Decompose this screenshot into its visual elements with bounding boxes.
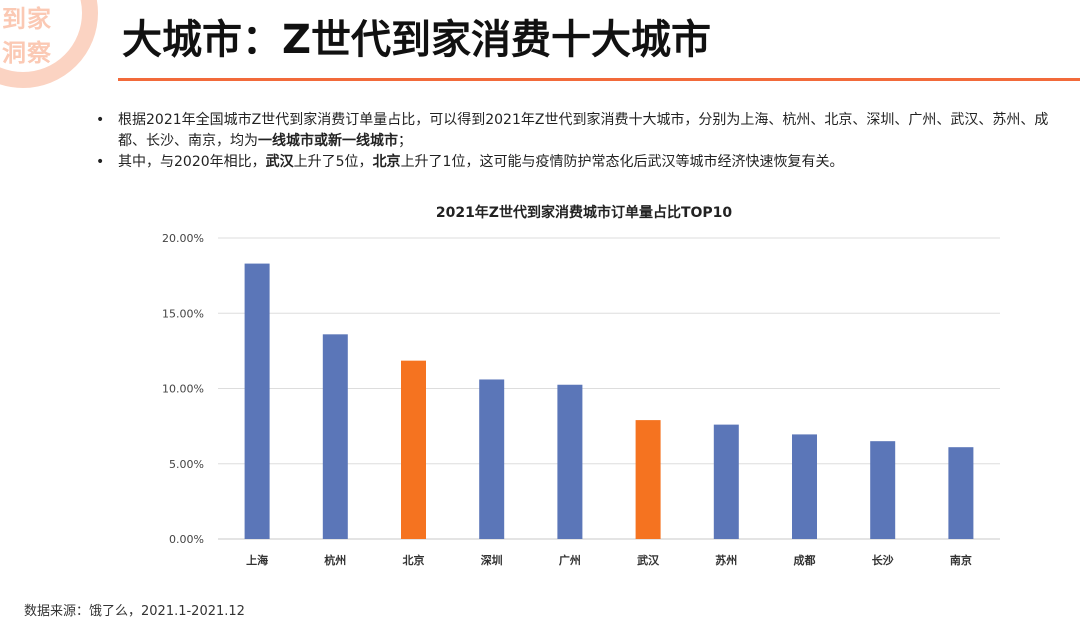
y-tick-label: 10.00%	[162, 383, 204, 396]
logo-line-2: 洞察	[2, 39, 52, 67]
bullet-item-2: • 其中，与2020年相比，武汉上升了5位，北京上升了1位，这可能与疫情防护常态…	[92, 152, 1076, 173]
bar-5	[557, 384, 583, 539]
bullet-2-part-1: 其中，与2020年相比，	[118, 154, 266, 170]
bar-8	[792, 434, 817, 539]
x-tick-label: 杭州	[324, 553, 346, 567]
bar-9	[870, 441, 896, 539]
bar-2	[322, 334, 348, 539]
bar-layer	[244, 263, 974, 539]
bullet-1-text: 根据2021年全国城市Z世代到家消费订单量占比，可以得到2021年Z世代到家消费…	[118, 112, 1049, 149]
x-tick-label: 苏州	[715, 553, 737, 567]
y-tick-label: 20.00%	[162, 232, 204, 245]
data-source: 数据来源：饿了么，2021.1-2021.12	[24, 604, 245, 619]
bullet-1-highlight: 一线城市或新一线城市	[258, 133, 398, 149]
x-axis-labels: 上海 杭州 北京 深圳 广州 武汉 苏州 成都 长沙 南京	[246, 553, 972, 567]
bullet-list: • 根据2021年全国城市Z世代到家消费订单量占比，可以得到2021年Z世代到家…	[92, 110, 1076, 173]
bullet-2-part-3: 上升了1位，这可能与疫情防护常态化后武汉等城市经济快速恢复有关。	[400, 154, 844, 170]
page-title: 大城市：Z世代到家消费十大城市	[122, 17, 712, 63]
x-tick-label: 成都	[794, 553, 816, 567]
title-divider	[118, 78, 1080, 81]
y-tick-label: 15.00%	[162, 307, 204, 320]
grid-layer: 0.00% 5.00% 10.00% 15.00% 20.00%	[162, 232, 1000, 546]
logo-line-1: 到家	[2, 5, 52, 33]
y-tick-label: 0.00%	[169, 533, 204, 546]
x-tick-label: 南京	[950, 553, 972, 567]
x-tick-label: 北京	[403, 553, 425, 567]
bullet-2-part-2: 上升了5位，	[293, 154, 373, 170]
logo: 到家 洞察	[2, 2, 68, 70]
x-tick-label: 深圳	[481, 553, 503, 567]
bar-6	[635, 420, 661, 539]
bullet-dot-icon: •	[96, 154, 105, 170]
y-tick-label: 5.00%	[169, 458, 204, 471]
bullet-item-1: • 根据2021年全国城市Z世代到家消费订单量占比，可以得到2021年Z世代到家…	[92, 110, 1076, 152]
bullet-2-city-wuhan: 武汉	[265, 154, 294, 170]
bar-10	[948, 447, 974, 539]
bar-4	[479, 379, 505, 539]
x-tick-label: 广州	[559, 553, 581, 567]
x-tick-label: 长沙	[872, 553, 894, 567]
bar-7	[713, 424, 739, 539]
bar-3	[401, 360, 426, 539]
bullet-dot-icon: •	[96, 112, 105, 128]
bar-1	[244, 263, 270, 539]
x-tick-label: 武汉	[637, 553, 660, 567]
x-tick-label: 上海	[246, 553, 268, 567]
bullet-2-city-beijing: 北京	[372, 154, 401, 170]
bullet-1-end: ；	[398, 133, 412, 149]
chart-title: 2021年Z世代到家消费城市订单量占比TOP10	[436, 204, 733, 221]
